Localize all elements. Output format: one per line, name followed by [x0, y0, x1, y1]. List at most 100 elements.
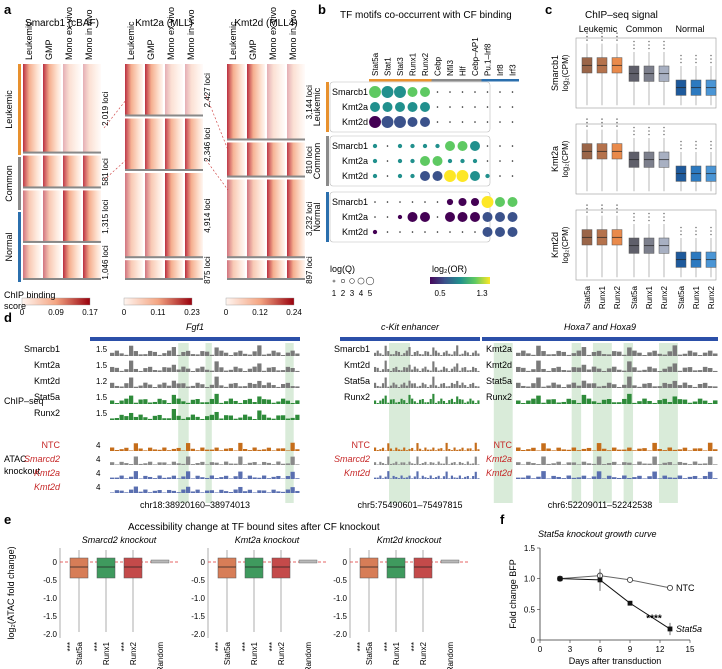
heatmap-block — [247, 64, 265, 141]
atac-peak — [276, 475, 281, 479]
chip-label: Runx2 — [344, 392, 370, 402]
atac-peak — [271, 489, 276, 493]
atac-peak — [209, 449, 214, 451]
chip-peak — [271, 350, 276, 356]
atac-peak — [190, 464, 195, 465]
chip-peak — [474, 350, 477, 356]
motif-dot — [394, 116, 406, 128]
row-label: Smarcb1 — [332, 197, 368, 207]
chip-peak — [453, 402, 456, 404]
colorbar-tick: 0.09 — [48, 308, 64, 317]
chip-peak — [252, 351, 257, 356]
chip-peak — [119, 400, 124, 404]
x-tick: Random — [156, 642, 165, 669]
atac-peak — [181, 450, 186, 451]
chip-peak — [687, 402, 693, 404]
significance-stars: *** — [356, 642, 365, 651]
chip-peak — [162, 418, 167, 420]
chip-scale: 1.5 — [96, 345, 108, 354]
atac-peak — [712, 478, 718, 479]
atac-peak — [531, 463, 536, 465]
series-label: Stat5a — [676, 624, 702, 634]
atac-peak — [586, 447, 592, 451]
motif-dot — [370, 102, 380, 112]
chip-peak — [546, 399, 551, 404]
atac-peak — [186, 486, 191, 493]
atac-peak — [209, 490, 214, 493]
segment-divider — [227, 278, 305, 280]
outlier — [695, 226, 697, 229]
segment-divider — [125, 169, 203, 171]
heatmap-block — [247, 179, 265, 259]
x-tick: Stat5a — [630, 285, 639, 309]
panel-e-boxplots: log₂(ATAC fold change) Smarcd2 knockout 0 -… — [6, 535, 468, 669]
atac-peak — [195, 475, 200, 479]
motif-label: Hlf — [459, 65, 468, 76]
chip-peak — [667, 366, 673, 372]
atac-peak — [702, 476, 708, 479]
chip-peak — [281, 370, 286, 372]
chip-peak — [247, 382, 252, 388]
segment-divider — [23, 240, 101, 243]
outlier — [710, 140, 712, 143]
chip-peak — [176, 354, 181, 356]
outlier — [633, 40, 635, 43]
chip-peak — [276, 352, 281, 356]
heatmap-block — [267, 179, 285, 259]
chip-peak — [238, 386, 243, 388]
atac-peak — [171, 490, 176, 493]
chip-peak — [440, 354, 443, 356]
chip-peak — [205, 416, 210, 420]
colorbar-label: score — [4, 301, 26, 311]
atac-peak — [110, 447, 115, 451]
atac-peak — [464, 450, 467, 451]
chip-peak — [712, 386, 718, 388]
heatmap-col-label: GMP — [146, 39, 156, 60]
atac-peak — [477, 449, 480, 451]
motif-dot — [511, 175, 514, 177]
chip-peak — [453, 351, 456, 356]
atac-peak — [526, 461, 531, 465]
chip-peak — [466, 401, 469, 404]
chip-peak — [461, 367, 464, 372]
atac-peak — [276, 448, 281, 451]
chip-peak — [571, 353, 577, 356]
chip-peak — [427, 386, 430, 388]
box — [96, 557, 116, 579]
outlier — [710, 54, 712, 57]
chip-peak — [541, 402, 546, 404]
chip-peak — [622, 354, 627, 356]
heatmap-block — [83, 190, 101, 243]
motif-dot — [407, 117, 418, 127]
atac-peak — [702, 463, 708, 465]
y-tick: 1.0 — [524, 575, 536, 584]
motif-dot — [461, 106, 464, 108]
heatmap-block — [23, 244, 41, 280]
chip-peak — [252, 402, 257, 404]
atac-peak — [432, 462, 435, 465]
point-stat5a — [597, 577, 603, 583]
motif-dot — [449, 91, 451, 93]
chip-peak — [148, 402, 153, 404]
chip-peak — [200, 366, 205, 372]
atac-peak — [389, 463, 393, 465]
chip-peak — [477, 353, 480, 356]
chip-peak — [389, 354, 393, 356]
atac-peak — [376, 464, 379, 465]
motif-label: Pu.1–Irf8 — [484, 43, 493, 76]
chip-peak — [162, 353, 167, 356]
atac-peak — [266, 492, 271, 493]
atac-peak — [114, 449, 119, 451]
y-tick: -0.5 — [333, 576, 347, 585]
chip-peak — [596, 350, 602, 356]
panel-f-title: Stat5a knockout growth curve — [538, 529, 657, 539]
atac-peak — [687, 476, 693, 479]
chip-peak — [405, 350, 408, 356]
atac-peak — [448, 478, 451, 479]
chip-peak — [596, 368, 602, 372]
atac-peak — [257, 477, 262, 479]
chip-peak — [456, 345, 459, 356]
subpanel-title: Smarcd2 knockout — [82, 535, 157, 545]
